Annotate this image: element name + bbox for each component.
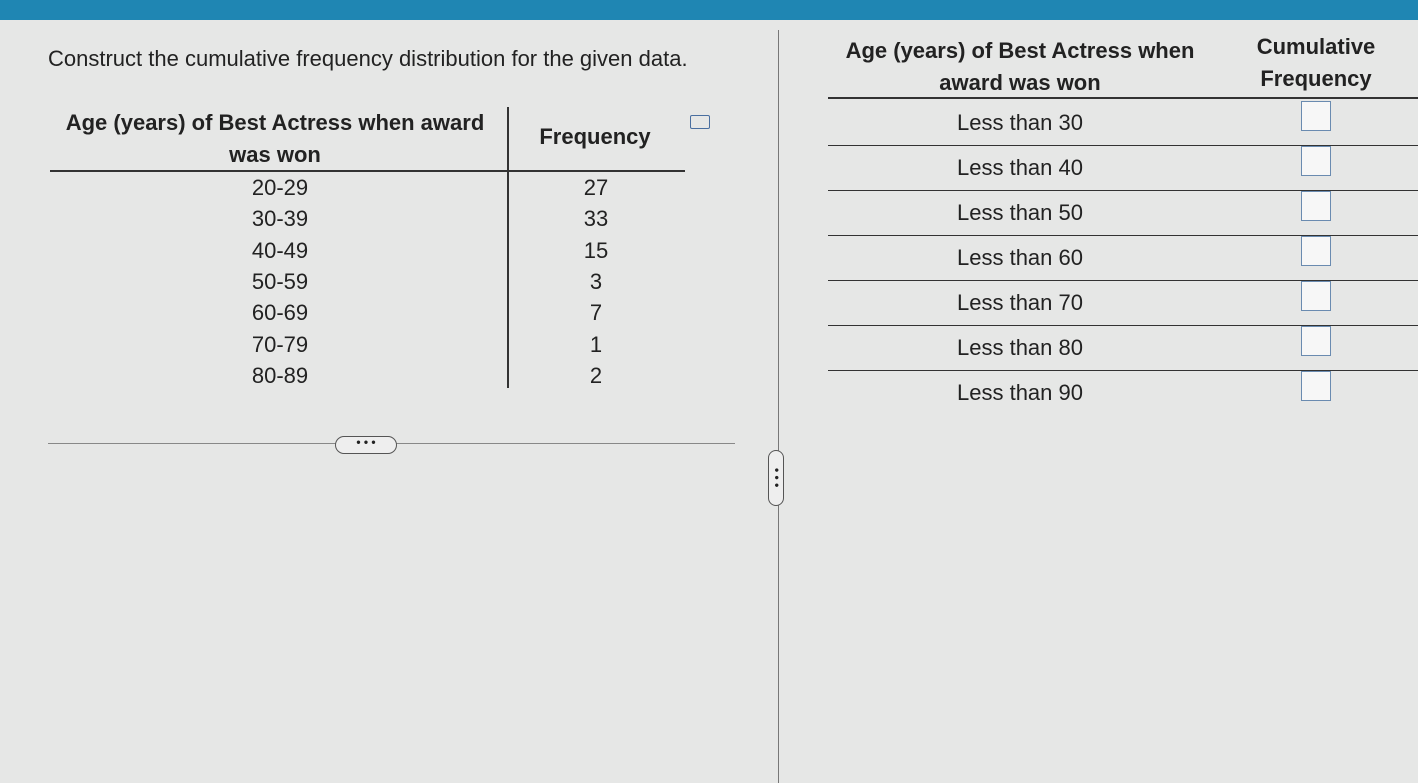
frequency: 2 bbox=[589, 362, 603, 388]
source-header-age: Age (years) of Best Actress when award w… bbox=[65, 110, 485, 167]
answer-header-rule bbox=[828, 97, 1418, 99]
class-limit: Less than 30 bbox=[957, 110, 1083, 135]
source-header-frequency: Frequency bbox=[539, 124, 651, 149]
age-class: 40-49 bbox=[251, 237, 309, 263]
frequency: 3 bbox=[589, 268, 603, 294]
class-limit: Less than 40 bbox=[957, 155, 1083, 180]
row-rule bbox=[828, 145, 1418, 146]
class-limit: Less than 70 bbox=[957, 290, 1083, 315]
resize-handle[interactable]: • • • bbox=[768, 450, 784, 506]
age-class: 30-39 bbox=[251, 206, 309, 232]
class-limit: Less than 90 bbox=[957, 380, 1083, 405]
age-class: 50-59 bbox=[251, 268, 309, 294]
header-rule bbox=[50, 170, 685, 172]
frequency: 33 bbox=[583, 206, 609, 232]
class-limit: Less than 50 bbox=[957, 200, 1083, 225]
age-class: 80-89 bbox=[251, 362, 309, 388]
top-bar bbox=[0, 0, 1418, 20]
answer-input[interactable] bbox=[1301, 371, 1331, 401]
answer-input[interactable] bbox=[1301, 326, 1331, 356]
answer-header-age: Age (years) of Best Actress when award w… bbox=[845, 38, 1195, 95]
answer-input[interactable] bbox=[1301, 191, 1331, 221]
panel-divider bbox=[778, 30, 779, 783]
row-rule bbox=[828, 280, 1418, 281]
row-rule bbox=[828, 235, 1418, 236]
class-limit: Less than 60 bbox=[957, 245, 1083, 270]
frequency: 7 bbox=[589, 300, 603, 326]
row-rule bbox=[828, 190, 1418, 191]
answer-input[interactable] bbox=[1301, 101, 1331, 131]
frequency: 27 bbox=[583, 175, 609, 200]
age-class: 60-69 bbox=[251, 300, 309, 326]
answer-input[interactable] bbox=[1301, 236, 1331, 266]
question-text: Construct the cumulative frequency distr… bbox=[48, 46, 688, 71]
row-rule bbox=[828, 325, 1418, 326]
answer-header-cumulative: Cumulative Frequency bbox=[1256, 34, 1376, 91]
answer-input[interactable] bbox=[1301, 281, 1331, 311]
class-limit: Less than 80 bbox=[957, 335, 1083, 360]
age-class: 20-29 bbox=[251, 175, 309, 200]
row-rule bbox=[828, 370, 1418, 371]
column-rule bbox=[507, 107, 509, 388]
frequency: 15 bbox=[583, 237, 609, 263]
frequency: 1 bbox=[589, 331, 603, 357]
answer-input[interactable] bbox=[1301, 146, 1331, 176]
age-class: 70-79 bbox=[251, 331, 309, 357]
copy-icon[interactable] bbox=[690, 115, 710, 129]
expand-button[interactable]: • • • bbox=[335, 436, 397, 454]
